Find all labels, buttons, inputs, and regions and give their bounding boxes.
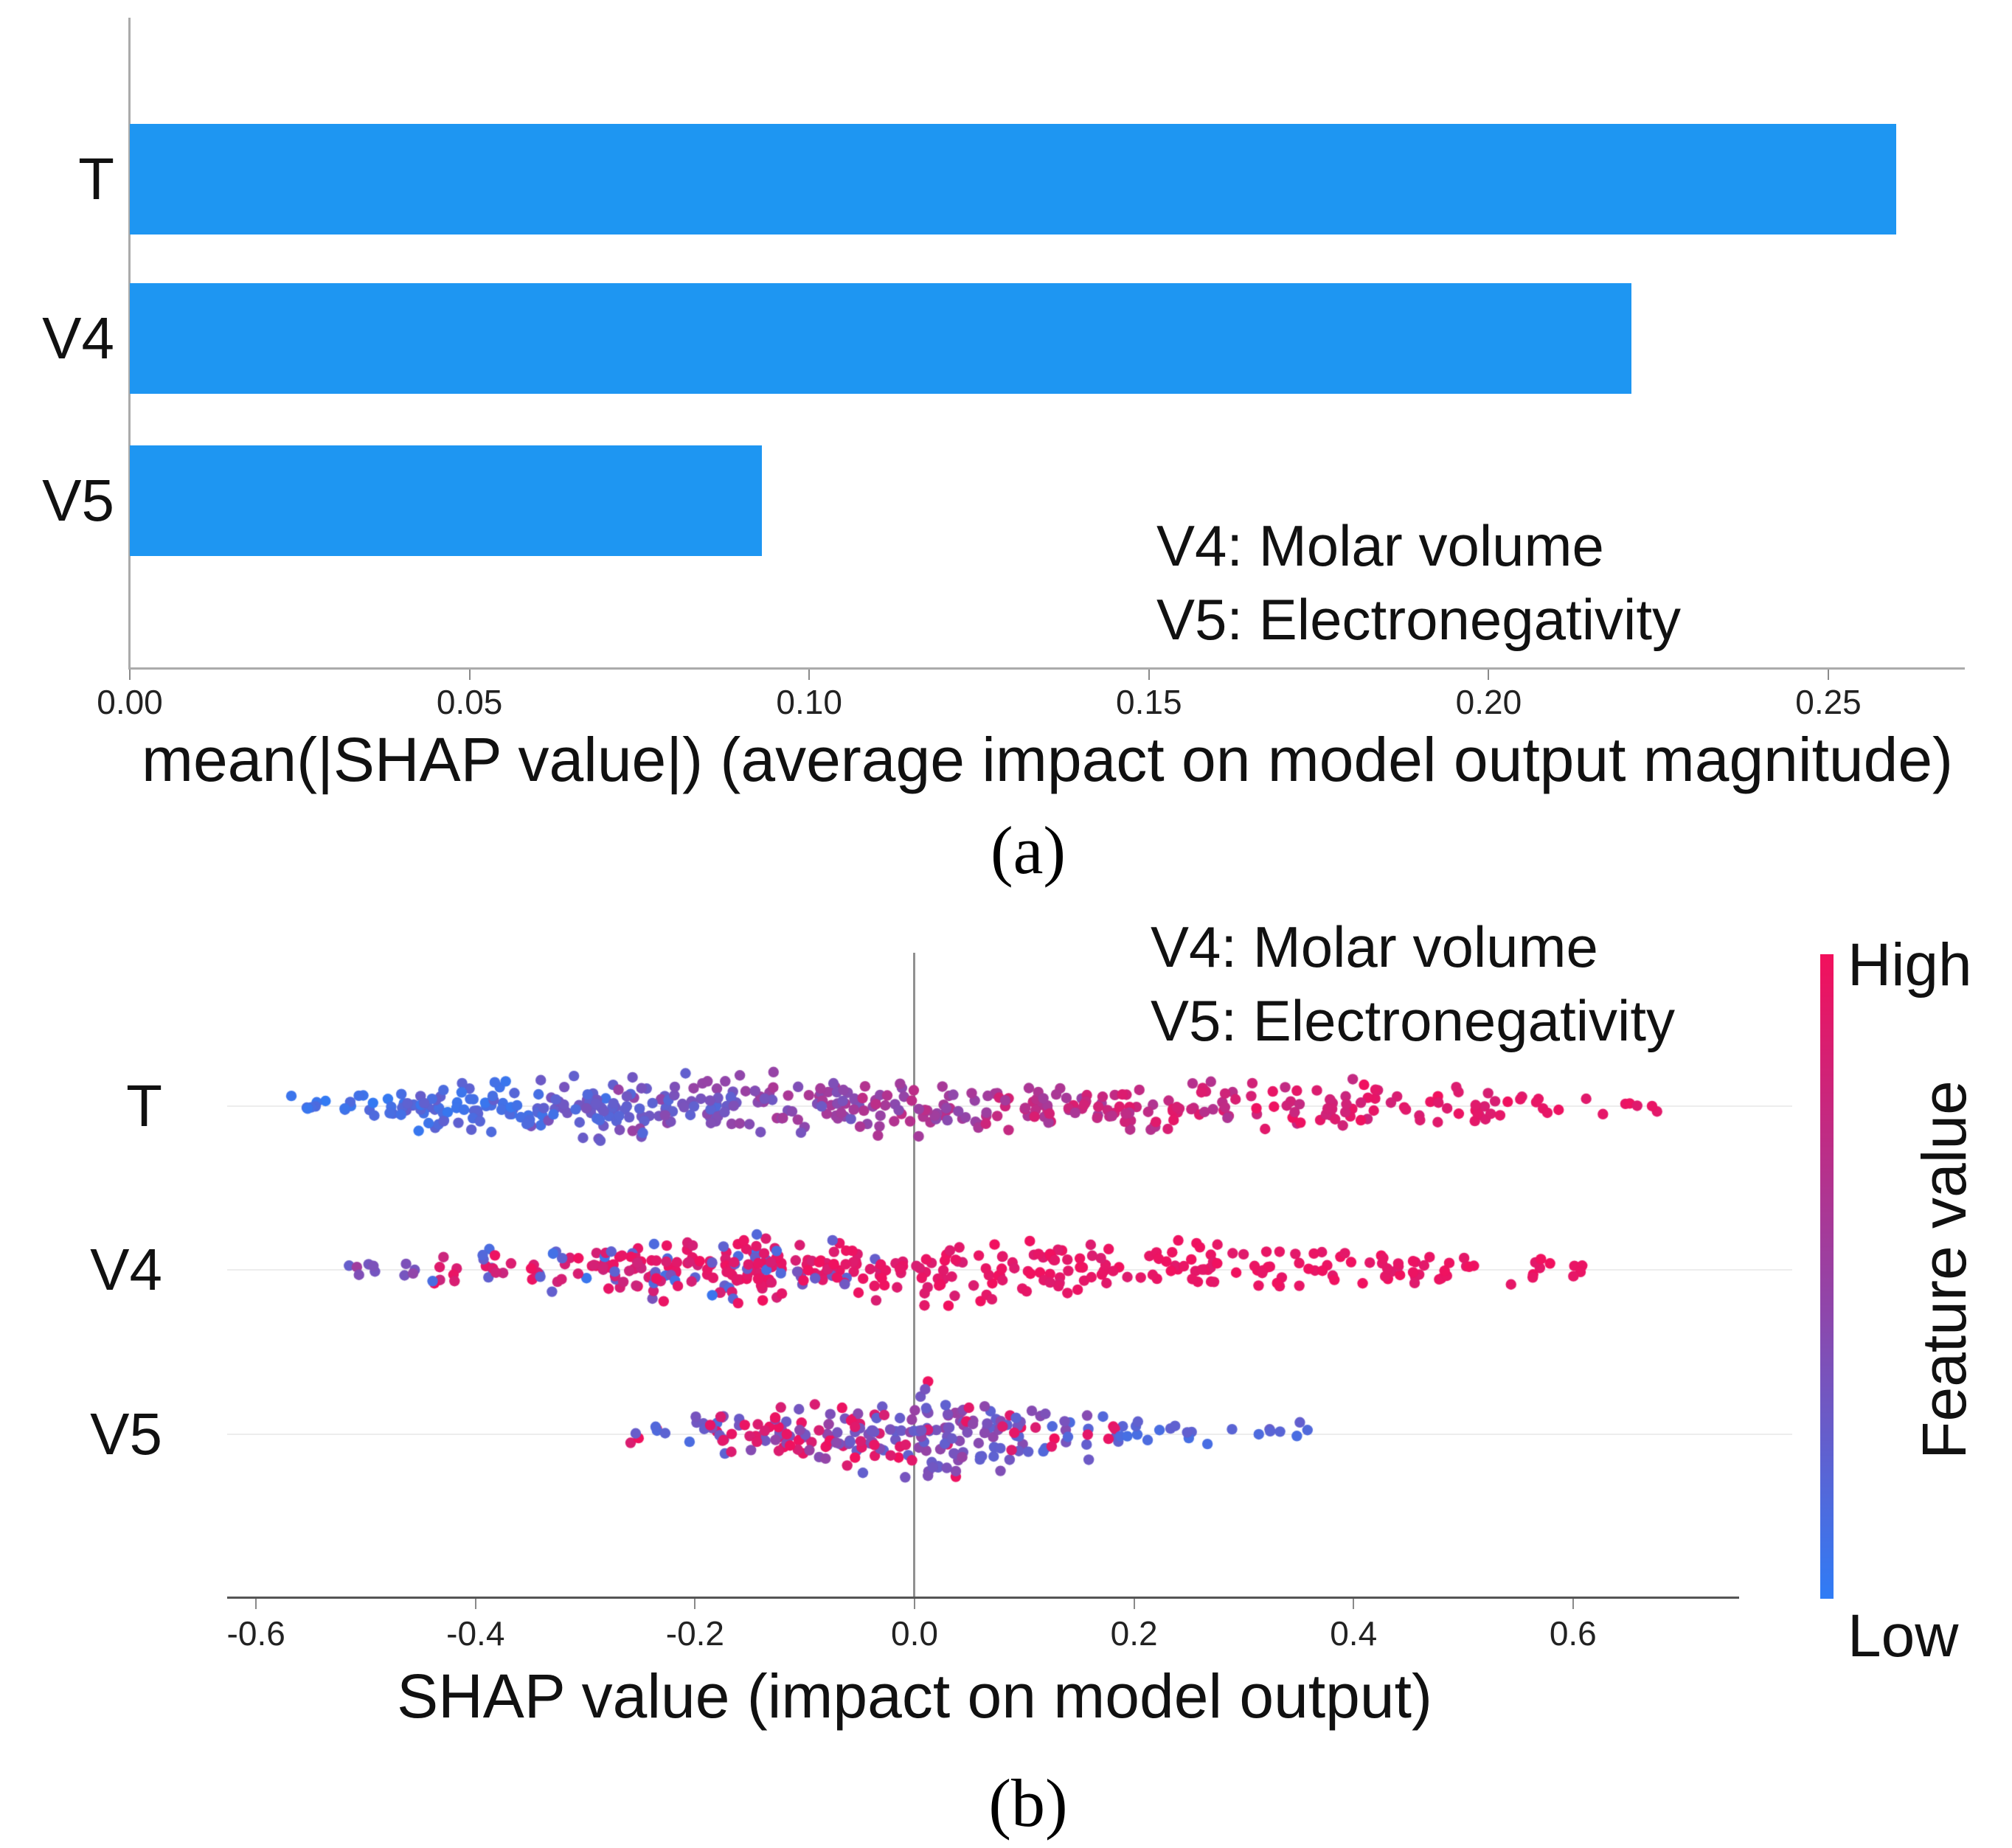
x-tick-label-b: 0.2 <box>1110 1614 1158 1653</box>
x-tick-label-b: -0.4 <box>446 1614 505 1653</box>
caption-b: (b) <box>988 1765 1068 1841</box>
x-tick-b <box>694 1599 696 1609</box>
x-axis-label-b: SHAP value (impact on model output) <box>397 1661 1432 1731</box>
x-tick-label-b: 0.6 <box>1549 1614 1597 1653</box>
x-tick-b <box>1572 1599 1574 1609</box>
zero-reference-line <box>913 953 915 1599</box>
row-label-V4: V4 <box>90 1237 162 1302</box>
x-tick-label-b: -0.6 <box>226 1614 285 1653</box>
x-axis-line <box>227 1597 1739 1599</box>
x-tick-b <box>914 1599 915 1609</box>
grid-line-V5 <box>227 1434 1792 1435</box>
grid-line-V4 <box>227 1269 1792 1271</box>
colorbar-axis-label: Feature value <box>1909 1080 1979 1459</box>
feature-value-colorbar <box>1820 954 1834 1599</box>
feature-legend-line-v5: V5: Electronegativity <box>1151 988 1676 1053</box>
feature-legend-b: V4: Molar volume V5: Electronegativity <box>1151 910 1675 1057</box>
feature-legend-line-v4: V4: Molar volume <box>1151 914 1598 979</box>
x-tick-label-b: 0.4 <box>1330 1614 1378 1653</box>
x-tick-b <box>255 1599 257 1609</box>
row-label-T: T <box>126 1073 162 1139</box>
x-tick-b <box>1353 1599 1355 1609</box>
colorbar-high-label: High <box>1848 931 1972 998</box>
x-tick-b <box>1133 1599 1135 1609</box>
x-tick-label-b: 0.0 <box>891 1614 938 1653</box>
row-label-V5: V5 <box>90 1401 162 1467</box>
x-tick-label-b: -0.2 <box>665 1614 725 1653</box>
grid-line-T <box>227 1105 1792 1107</box>
colorbar-low-label: Low <box>1848 1602 1959 1670</box>
x-tick-b <box>474 1599 476 1609</box>
